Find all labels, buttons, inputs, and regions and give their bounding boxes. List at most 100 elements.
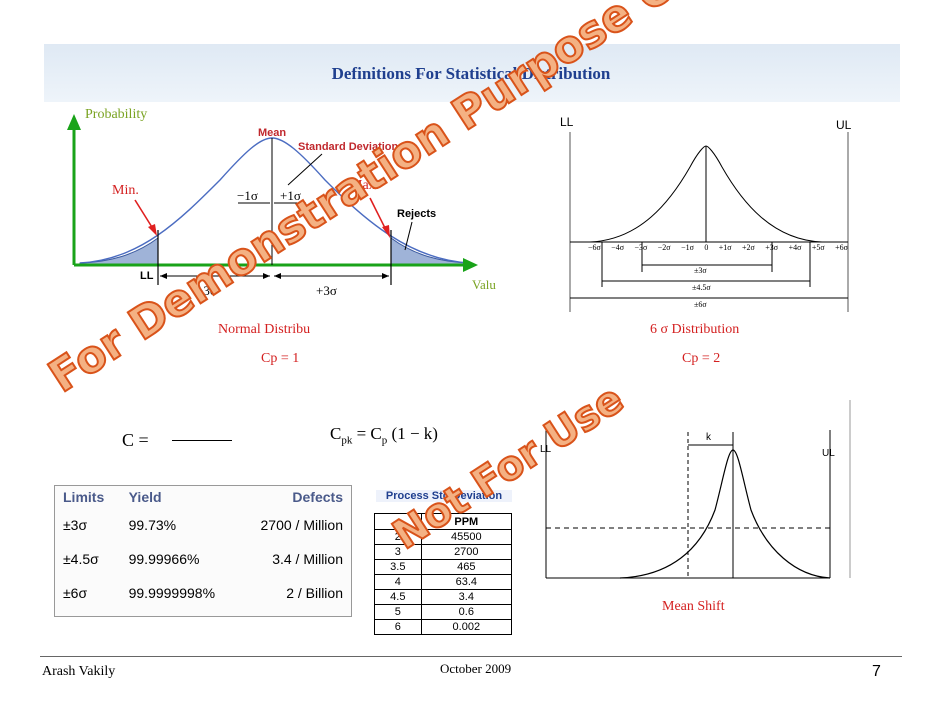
ppm-header-row: PPM [374, 513, 513, 530]
tick: +1σ [718, 243, 732, 252]
tick: +4σ [788, 243, 802, 252]
yield-table: Limits Yield Defects ±3σ 99.73% 2700 / M… [55, 486, 351, 610]
normal-caption: Normal Distribu [218, 322, 311, 337]
rejects-label: Rejects [397, 208, 437, 220]
page-number: 7 [872, 663, 881, 680]
ppm-header: PPM [420, 513, 513, 530]
tick: −3σ [634, 243, 648, 252]
defects-header: Defects [292, 489, 343, 505]
ms-ll-label: LL [540, 444, 552, 455]
std-cell: 5 [374, 604, 422, 620]
tick: 0 [704, 243, 709, 252]
yield-header: Yield [128, 489, 162, 505]
minus1-label: −1σ [237, 188, 258, 203]
footer-divider [40, 656, 902, 657]
tick: −6σ [588, 243, 601, 252]
six-sigma-cp: Cp = 2 [682, 351, 721, 366]
ms-ul-label: UL [822, 448, 835, 459]
mean-shift-caption: Mean Shift [662, 599, 725, 614]
probability-label: Probability [85, 107, 148, 122]
ppm-cell: 0.002 [420, 619, 513, 635]
std-cell: 3.5 [374, 559, 422, 575]
limits-cell: ±4.5σ [63, 551, 99, 567]
std-cell: 4 [374, 574, 422, 590]
footer-author: Arash Vakily [42, 664, 116, 679]
slide-title: Definitions For Statistical Distribution [331, 64, 611, 83]
plus1-label: +1σ [280, 188, 301, 203]
sd-pointer [287, 153, 323, 186]
tick: −1σ [681, 243, 694, 252]
cpk-tail: (1 − k) [391, 424, 438, 443]
right-tail-shading [390, 237, 471, 266]
yield-cell: 99.73% [128, 517, 177, 533]
cp-equals: = [138, 430, 149, 450]
span45-label: ±4.5σ [692, 283, 711, 292]
ppm-table-title: Process Std Deviation [376, 490, 512, 502]
min-label: Min. [112, 183, 139, 198]
ppm-cell: 2700 [420, 544, 513, 560]
mean-label: Mean [258, 127, 287, 139]
table-row: 5 0.6 [374, 604, 513, 620]
six-sigma-diagram [569, 132, 849, 312]
span3-label: ±3σ [694, 266, 707, 275]
limits-cell: ±3σ [63, 517, 88, 533]
yield-cell: 99.9999998% [128, 585, 216, 601]
tick: +6σ [835, 243, 848, 252]
ll-label: LL [140, 270, 154, 282]
table-row: 6 0.002 [374, 619, 513, 635]
limits-header: Limits [63, 489, 105, 505]
minus3-label: −3σ [196, 283, 217, 298]
y-axis-arrow [67, 114, 81, 130]
six-ll-label: LL [560, 115, 574, 129]
ppm-cell: 465 [420, 559, 513, 575]
max-label: Max. [350, 178, 380, 193]
tick: −2σ [657, 243, 671, 252]
table-row: ±4.5σ 99.99966% 3.4 / Million [55, 542, 351, 576]
cpk-formula: Cpk = Cp (1 − k) [330, 424, 438, 446]
title-bar [44, 44, 900, 102]
limits-cell: ±6σ [63, 585, 88, 601]
cpk-symbol: C [330, 424, 342, 443]
normal-distribution-diagram [67, 114, 478, 285]
six-sigma-caption: 6 σ Distribution [650, 322, 740, 337]
span6-label: ±6σ [694, 300, 707, 309]
table-row: 3 2700 [374, 544, 513, 560]
defects-cell: 3.4 / Million [272, 551, 343, 567]
value-label: Valu [472, 277, 496, 292]
yield-table-box: Limits Yield Defects ±3σ 99.73% 2700 / M… [54, 485, 352, 617]
mean-shift-diagram [545, 400, 851, 579]
cp-fraction-bar [172, 440, 232, 441]
footer-date: October 2009 [440, 661, 512, 676]
table-row: 3.5 465 [374, 559, 513, 575]
yield-cell: 99.99966% [128, 551, 200, 567]
yield-header-row: Limits Yield Defects [55, 486, 351, 508]
six-sigma-ticks: −6σ −4σ −3σ −2σ −1σ 0 +1σ +2σ +3σ +4σ +5σ +6σ [588, 243, 848, 252]
defects-cell: 2 / Billion [286, 585, 343, 601]
table-row: 4.5 3.4 [374, 589, 513, 605]
ppm-table: PPM 2 45500 3 2700 3.5 465 4 63.4 4.5 3.4 5 0.… [374, 513, 513, 635]
sd-label: Standard Deviation [298, 141, 399, 153]
defects-cell: 2700 / Million [260, 517, 344, 533]
cp-symbol: C [122, 430, 135, 450]
ppm-cell: 63.4 [420, 574, 513, 590]
table-row: ±6σ 99.9999998% 2 / Billion [55, 576, 351, 610]
rejects-pointer [404, 221, 413, 251]
cpk-rhs-subscript: p [381, 434, 388, 447]
cpk-subscript: pk [341, 434, 353, 447]
normal-cp: Cp = 1 [261, 351, 300, 366]
tick: +5σ [811, 243, 825, 252]
table-row: ±3σ 99.73% 2700 / Million [55, 508, 351, 542]
std-cell: 6 [374, 619, 422, 635]
plus3-label: +3σ [316, 283, 337, 298]
x-axis-arrow [463, 258, 478, 272]
tick: +2σ [742, 243, 755, 252]
tick: −4σ [611, 243, 625, 252]
table-row: 4 63.4 [374, 574, 513, 590]
six-ul-label: UL [836, 118, 852, 132]
k-label: k [706, 432, 711, 443]
cp-formula: C = [122, 430, 149, 451]
ppm-cell: 0.6 [420, 604, 513, 620]
cpk-rhs: = C [356, 424, 382, 443]
tick: +3σ [765, 243, 779, 252]
ppm-cell: 3.4 [420, 589, 513, 605]
